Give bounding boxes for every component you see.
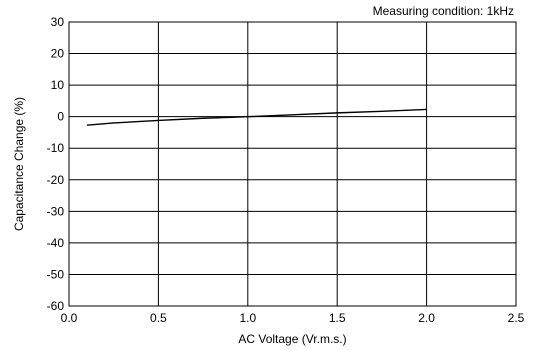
x-tick-label: 0.5 xyxy=(150,311,167,325)
annotation: Measuring condition: 1kHz xyxy=(373,4,514,18)
x-tick-label: 2.5 xyxy=(508,311,525,325)
y-tick-label: 10 xyxy=(51,78,65,92)
y-tick-label: 20 xyxy=(51,47,65,61)
x-axis-label: AC Voltage (Vr.m.s.) xyxy=(238,332,346,346)
y-tick-label: -30 xyxy=(47,204,65,218)
grid xyxy=(69,22,516,306)
y-tick-label: -20 xyxy=(47,173,65,187)
x-tick-label: 2.0 xyxy=(418,311,435,325)
tick-labels: 0.0 0.5 1.0 1.5 2.0 2.5 30 20 10 0 -10 -20 -30 -40 -50… xyxy=(47,15,525,325)
series-layer xyxy=(86,108,427,126)
y-tick-label: -10 xyxy=(47,141,65,155)
plot-frame xyxy=(68,21,517,307)
y-tick-label: 30 xyxy=(51,15,65,29)
y-tick-label: 0 xyxy=(57,110,64,124)
y-axis-label: Capacitance Change (%) xyxy=(12,97,26,231)
y-tick-label: -50 xyxy=(47,267,65,281)
series-line-0 xyxy=(86,108,427,126)
x-tick-label: 0.0 xyxy=(61,311,78,325)
x-tick-label: 1.5 xyxy=(329,311,346,325)
y-tick-label: -40 xyxy=(47,236,65,250)
y-tick-label: -60 xyxy=(47,299,65,313)
x-tick-label: 1.0 xyxy=(239,311,256,325)
